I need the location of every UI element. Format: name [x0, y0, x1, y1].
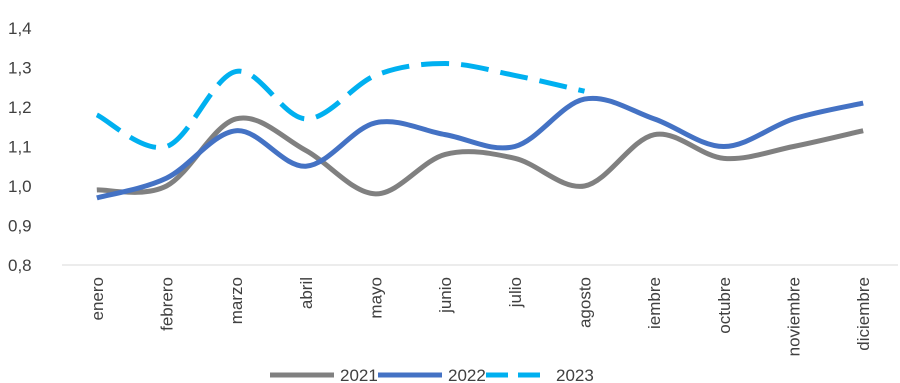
x-tick-label: junio [436, 277, 455, 314]
x-tick-label: agosto [576, 277, 595, 328]
series-line-2022 [96, 95, 864, 201]
x-axis: enero febrero marzo abril mayo junio julio agos… [88, 277, 873, 356]
y-tick-label: 1,4 [8, 19, 32, 38]
y-tick-label: 0,8 [8, 256, 32, 275]
x-tick-label: julio [506, 277, 525, 308]
y-axis: 0,8 0,9 1,0 1,1 1,2 1,3 1,4 [8, 19, 32, 275]
x-tick-label: enero [88, 277, 107, 320]
x-tick-label: iembre [645, 277, 664, 329]
legend-label-2021: 2021 [340, 366, 378, 383]
y-tick-label: 1,2 [8, 98, 32, 117]
y-tick-label: 1,3 [8, 59, 32, 78]
series-layer [95, 61, 864, 201]
x-tick-label: noviembre [785, 277, 804, 356]
legend-label-2023: 2023 [556, 366, 594, 383]
x-tick-label: octubre [715, 277, 734, 334]
x-tick-label: mayo [367, 277, 386, 319]
y-tick-label: 0,9 [8, 217, 32, 236]
x-tick-label: abril [297, 277, 316, 309]
x-tick-label: marzo [227, 277, 246, 324]
series-line-2023 [95, 61, 586, 150]
y-tick-label: 1,0 [8, 177, 32, 196]
legend: 2021 2022 2023 [270, 366, 594, 383]
x-tick-label: diciembre [854, 277, 873, 351]
x-tick-label: febrero [158, 277, 177, 331]
y-tick-label: 1,1 [8, 138, 32, 157]
legend-label-2022: 2022 [448, 366, 486, 383]
series-line-2021 [96, 115, 864, 197]
